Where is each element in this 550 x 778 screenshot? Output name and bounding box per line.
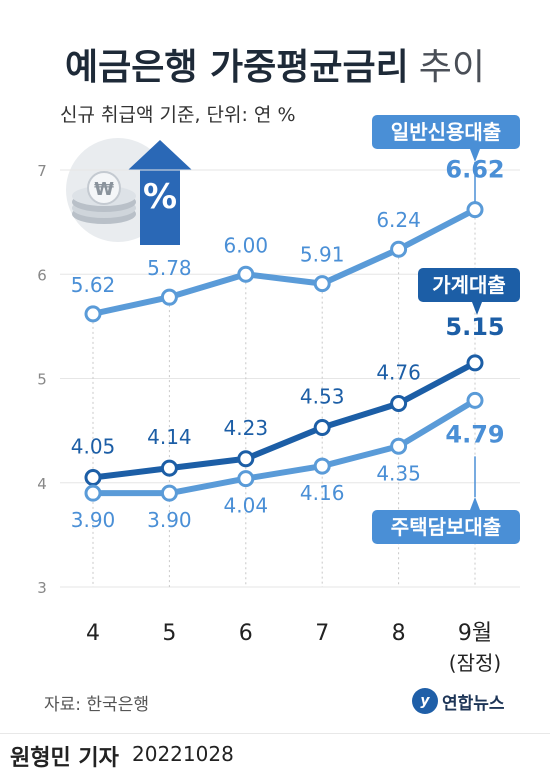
data-point [84, 484, 102, 502]
data-point [390, 437, 408, 455]
data-label: 4.16 [300, 481, 345, 505]
y-tick-label: 3 [37, 579, 47, 597]
won-coin-percent-up-icon: ₩ % [66, 138, 192, 245]
series-callout-box [372, 115, 520, 149]
x-tick-label: 9월 [458, 621, 492, 646]
data-label: 3.90 [71, 508, 116, 532]
data-label: 3.90 [147, 508, 192, 532]
series-line [92, 206, 477, 317]
y-tick-label: 4 [37, 475, 47, 493]
series-name-label: 가계대출 [432, 273, 506, 297]
y-tick-label: 7 [37, 162, 47, 180]
data-label: 5.78 [147, 256, 192, 280]
data-point [237, 265, 255, 283]
data-label: 4.14 [147, 425, 192, 449]
data-label: 5.62 [71, 273, 116, 297]
data-point [160, 459, 178, 477]
series-callout-box [372, 510, 520, 544]
data-point [313, 275, 331, 293]
reporter-name: 원형민 기자 [10, 746, 119, 771]
data-label: 6.24 [376, 208, 421, 232]
series-name-label: 일반신용대출 [391, 120, 501, 144]
data-label: 4.53 [300, 384, 345, 408]
byline-bar: 원형민 기자 20221028 [0, 733, 550, 778]
data-point [313, 418, 331, 436]
series-line [93, 397, 477, 497]
series-name-label: 주택담보대출 [391, 515, 501, 539]
series-callout-tip [472, 302, 482, 315]
series-callout-tip [470, 149, 480, 162]
svg-text:%: % [143, 177, 177, 217]
brand-logo: y 연합뉴스 [412, 688, 505, 714]
line-chart: ₩ % 3 4 5 6 7 4 5 6 7 8 9월 (잠정) 5.62 5.78 6.00 5.91 6.2… [37, 115, 520, 675]
data-label: 4.79 [445, 420, 504, 448]
data-point [237, 470, 255, 488]
data-point [390, 395, 408, 413]
title-suffix: 추이 [418, 47, 485, 88]
x-tick-label: 4 [86, 621, 100, 646]
data-label: 4.23 [224, 416, 269, 440]
series-line [92, 360, 477, 481]
data-point [466, 354, 484, 372]
x-tick-label: 5 [162, 621, 176, 646]
title-main: 예금은행 가중평균금리 [65, 47, 409, 88]
series-callout-box [418, 268, 520, 302]
brand-icon: y [412, 688, 438, 714]
chart-title: 예금은행 가중평균금리 추이 [0, 38, 550, 90]
data-point [160, 288, 178, 306]
svg-text:₩: ₩ [94, 179, 114, 200]
x-tick-label: 8 [392, 621, 406, 646]
y-tick-label: 5 [37, 371, 47, 389]
data-point [84, 305, 102, 323]
x-tick-label: 6 [239, 621, 253, 646]
y-tick-label: 6 [37, 266, 47, 284]
data-label: 4.35 [376, 461, 421, 485]
data-point [84, 469, 102, 487]
data-point [466, 201, 484, 219]
data-point [313, 457, 331, 475]
data-label: 6.00 [224, 233, 269, 257]
publish-date: 20221028 [132, 742, 234, 766]
source-note: 자료: 한국은행 [44, 695, 149, 715]
data-label: 5.91 [300, 243, 345, 267]
data-label: 5.15 [445, 313, 504, 341]
data-point [160, 484, 178, 502]
data-label: 4.05 [71, 435, 116, 459]
chart-subtitle: 신규 취급액 기준, 단위: 연 % [60, 104, 296, 126]
data-label: 4.76 [376, 361, 421, 385]
data-label: 4.04 [224, 494, 269, 518]
x-tick-note: (잠정) [449, 651, 501, 675]
data-point [237, 450, 255, 468]
series-callout-tip [470, 497, 480, 510]
x-tick-label: 7 [315, 621, 329, 646]
data-point [466, 391, 484, 409]
brand-name: 연합뉴스 [442, 693, 505, 714]
data-point [390, 240, 408, 258]
